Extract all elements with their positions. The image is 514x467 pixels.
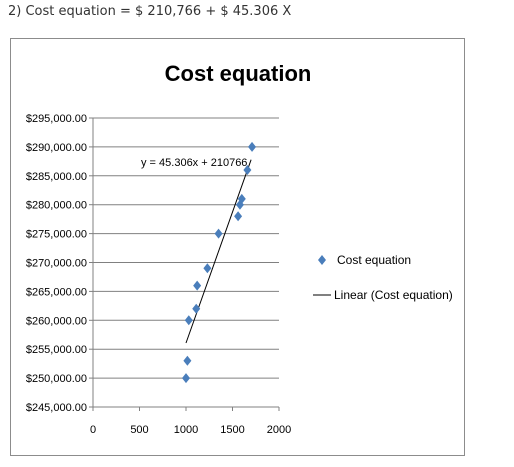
data-point [237, 193, 246, 204]
grid-lines [93, 117, 279, 379]
x-tick-labels: 0 500 1000 1500 2000 [90, 424, 291, 436]
y-tick-label: $265,000.00 [26, 286, 87, 298]
y-tick-label: $250,000.00 [26, 373, 87, 385]
x-tick-label: 1500 [220, 424, 244, 436]
y-tick-label: $255,000.00 [26, 344, 87, 356]
data-point [203, 263, 212, 274]
y-tick-label: $245,000.00 [26, 402, 87, 414]
y-tick-label: $275,000.00 [26, 229, 87, 241]
legend-label-series: Cost equation [337, 253, 411, 267]
x-tick-label: 500 [130, 424, 148, 436]
legend-marker-diamond [318, 255, 326, 265]
chart-area: Cost equation $245,000.00 $250,000.00 $255… [10, 38, 465, 456]
trendline-group [185, 159, 252, 344]
x-tick-label: 2000 [267, 424, 291, 436]
data-point [192, 303, 201, 314]
trendline-equation: y = 45.306x + 210766 [141, 157, 247, 169]
axes [89, 117, 280, 411]
data-point [243, 165, 252, 176]
y-tick-labels: $245,000.00 $250,000.00 $255,000.00 $260,00… [26, 113, 87, 414]
y-tick-label: $290,000.00 [26, 142, 87, 154]
trendline [185, 159, 252, 344]
y-tick-label: $280,000.00 [26, 200, 87, 212]
data-point [248, 141, 257, 152]
y-tick-label: $285,000.00 [26, 171, 87, 183]
y-tick-label: $270,000.00 [26, 258, 87, 270]
data-point [182, 373, 190, 384]
y-tick-label: $260,000.00 [26, 315, 87, 327]
y-tick-label: $295,000.00 [26, 113, 87, 125]
chart-title: Cost equation [165, 61, 312, 86]
x-tick-label: 0 [90, 424, 96, 436]
data-points [182, 141, 257, 384]
caption: 2) Cost equation = $ 210,766 + $ 45.306 … [8, 4, 292, 19]
chart-svg: Cost equation $245,000.00 $250,000.00 $255… [26, 61, 453, 436]
data-point [183, 355, 192, 366]
data-point [234, 211, 243, 222]
data-point [193, 280, 202, 291]
x-tick-label: 1000 [174, 424, 198, 436]
data-point [214, 228, 223, 239]
legend: Cost equation Linear (Cost equation) [313, 253, 453, 302]
legend-label-trendline: Linear (Cost equation) [334, 288, 453, 302]
data-point [184, 315, 193, 326]
